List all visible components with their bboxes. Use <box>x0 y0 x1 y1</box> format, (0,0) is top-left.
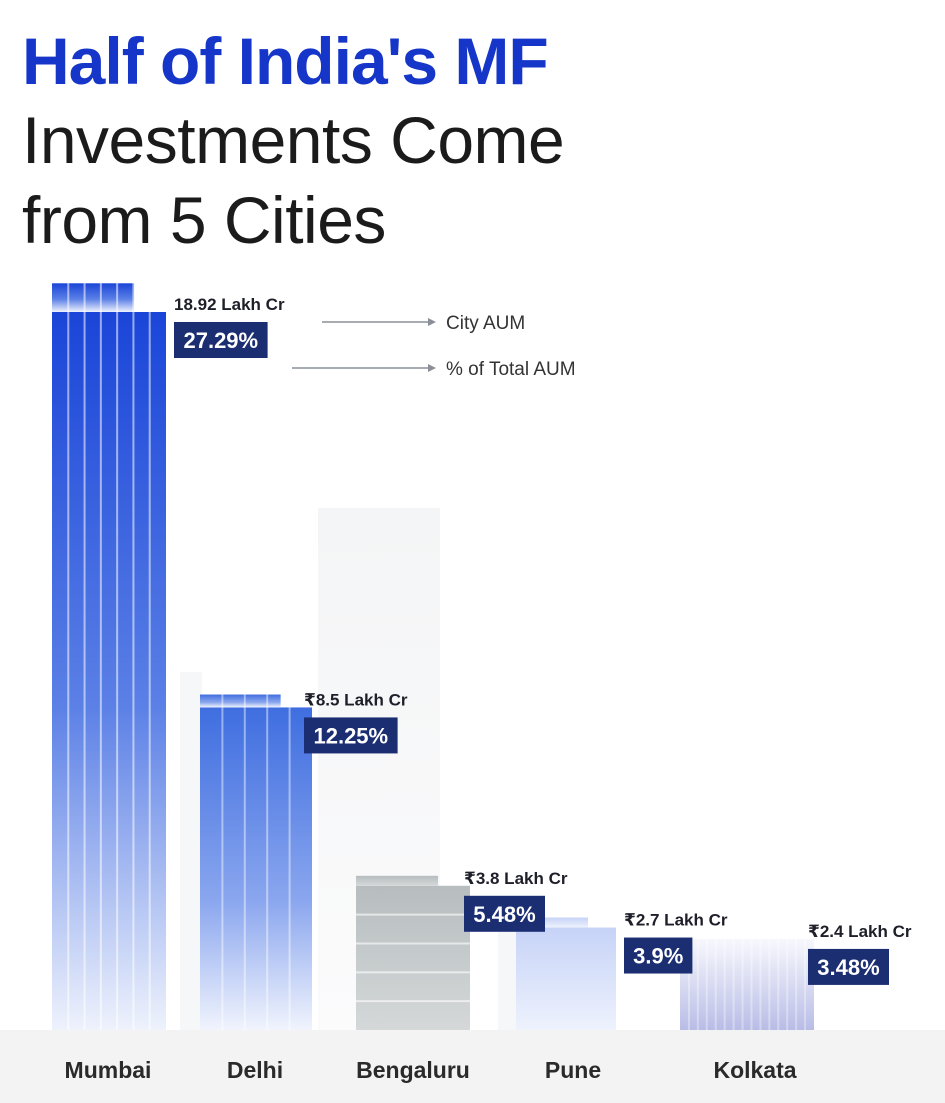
percent-badge-kolkata <box>808 948 889 985</box>
legend-arrowhead-value <box>428 318 436 326</box>
ground-band <box>0 1030 945 1103</box>
background-block <box>498 915 518 1030</box>
legend-value-label: City AUM <box>446 313 525 334</box>
title-line-3: from 5 Cities <box>22 183 386 257</box>
percent-label-bengaluru: 5.48% <box>473 902 535 927</box>
category-label-delhi: Delhi <box>227 1057 283 1083</box>
percent-badge-pune <box>624 937 693 974</box>
percent-badge-bengaluru <box>464 895 545 932</box>
legend: City AUM % of Total AUM <box>292 313 576 380</box>
title-line-1: Half of India's MF <box>22 24 549 98</box>
value-label-delhi: ₹8.5 Lakh Cr <box>304 690 408 709</box>
category-label-mumbai: Mumbai <box>65 1057 152 1083</box>
bars-group <box>52 282 814 1030</box>
percent-label-kolkata: 3.48% <box>817 955 879 980</box>
bar-step-delhi <box>200 694 281 708</box>
percent-badge-delhi <box>304 717 398 754</box>
value-label-bengaluru: ₹3.8 Lakh Cr <box>464 869 568 888</box>
percent-label-pune: 3.9% <box>633 944 683 969</box>
legend-arrowhead-percent <box>428 364 436 372</box>
title-line-2: Investments Come <box>22 103 565 177</box>
bar-bengaluru <box>356 885 470 1030</box>
category-label-kolkata: Kolkata <box>713 1057 796 1083</box>
value-label-mumbai: 18.92 Lakh Cr <box>174 295 285 314</box>
bar-step-pune <box>516 917 588 928</box>
bar-step-mumbai <box>52 283 135 312</box>
category-label-pune: Pune <box>545 1057 601 1083</box>
bar-mumbai <box>52 312 166 1030</box>
bar-delhi <box>200 707 312 1030</box>
percent-badge-mumbai <box>174 322 268 358</box>
percent-label-delhi: 12.25% <box>313 723 388 748</box>
category-label-bengaluru: Bengaluru <box>356 1057 470 1083</box>
value-label-pune: ₹2.7 Lakh Cr <box>624 911 728 930</box>
value-label-kolkata: ₹2.4 Lakh Cr <box>808 922 912 941</box>
background-block <box>180 672 202 1030</box>
chart-title: Half of India's MF Investments Come from… <box>22 22 565 260</box>
bar-kolkata <box>680 938 814 1030</box>
percent-label-mumbai: 27.29% <box>183 328 258 353</box>
legend-percent-label: % of Total AUM <box>446 359 576 380</box>
bar-pune <box>516 927 616 1030</box>
bar-step-bengaluru <box>356 875 439 886</box>
labels-group: 18.92 Lakh Cr 27.29% Mumbai ₹8.5 Lakh Cr 12.… <box>65 295 912 1083</box>
